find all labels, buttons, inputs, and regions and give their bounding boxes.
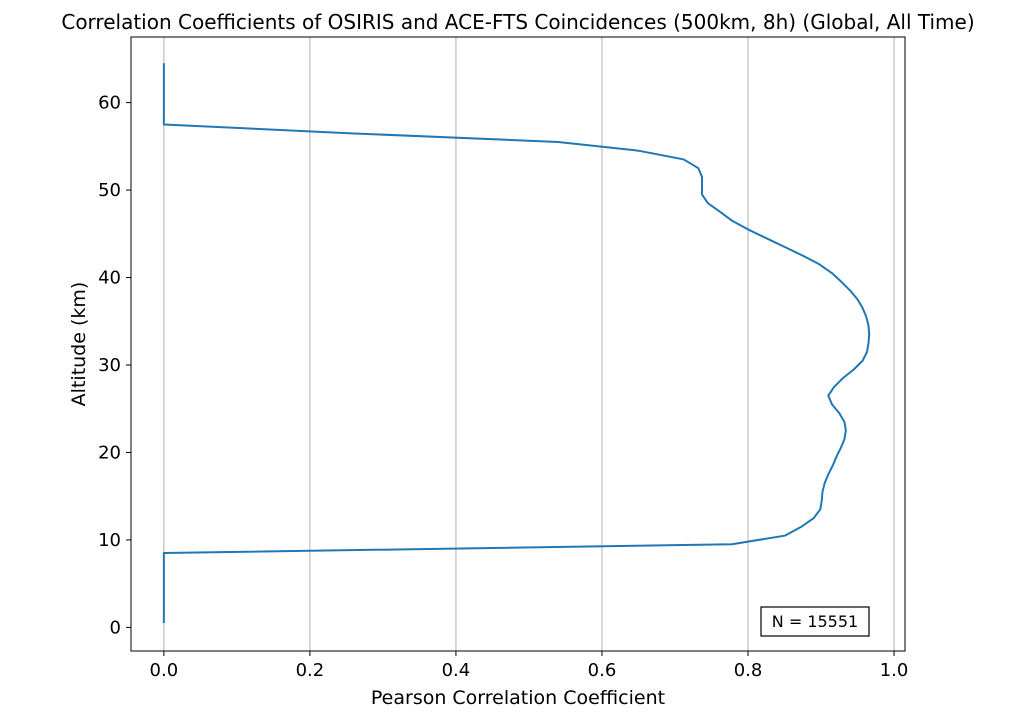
x-tick-label: 1.0 xyxy=(880,660,909,681)
y-tick-label: 60 xyxy=(98,93,121,114)
y-tick-label: 30 xyxy=(98,355,121,376)
x-axis: 0.0 0.2 0.4 0.6 0.8 1.0 xyxy=(150,651,909,681)
y-axis: 0 10 20 30 40 50 60 xyxy=(98,93,131,638)
y-tick-label: 10 xyxy=(98,530,121,551)
y-tick-label: 20 xyxy=(98,442,121,463)
x-axis-label: Pearson Correlation Coefficient xyxy=(371,687,665,709)
annotation-box xyxy=(760,606,870,637)
x-tick-label: 0.8 xyxy=(734,660,763,681)
y-tick-label: 40 xyxy=(98,268,121,289)
data-series xyxy=(162,63,871,624)
annotation-text: N = 15551 xyxy=(772,612,858,631)
sample-count-annotation: N = 15551 xyxy=(760,606,870,637)
plot-frame xyxy=(130,36,906,652)
series-line xyxy=(162,63,871,624)
y-tick-label: 0 xyxy=(110,617,121,638)
gridlines xyxy=(163,37,895,651)
x-tick-label: 0.0 xyxy=(150,660,179,681)
x-tick-label: 0.6 xyxy=(588,660,617,681)
chart-title: Correlation Coefficients of OSIRIS and A… xyxy=(61,10,974,34)
x-tick-label: 0.2 xyxy=(296,660,325,681)
y-axis-label: Altitude (km) xyxy=(68,282,90,407)
y-tick-label: 50 xyxy=(98,180,121,201)
x-tick-label: 0.4 xyxy=(442,660,471,681)
